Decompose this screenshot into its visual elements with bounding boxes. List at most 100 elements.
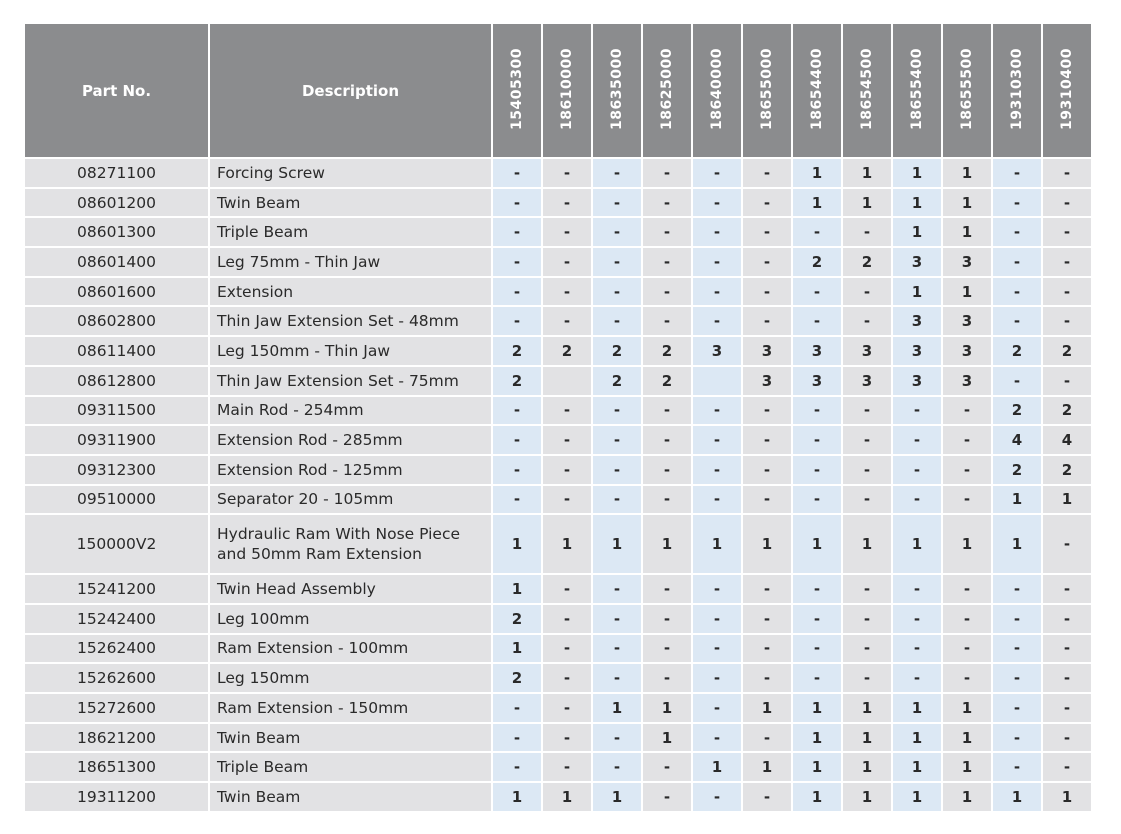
quantity-cell: - <box>1041 573 1093 605</box>
quantity-cell: - <box>491 424 543 456</box>
header-kit-19310400: 19310400 <box>1041 22 1093 159</box>
quantity-cell: 1 <box>841 157 893 189</box>
quantity-cell: - <box>891 662 943 694</box>
quantity-cell: - <box>741 275 793 308</box>
quantity-cell: - <box>641 573 693 605</box>
quantity-cell: - <box>991 662 1043 694</box>
quantity-cell: - <box>691 602 743 635</box>
quantity-cell: 2 <box>491 364 543 397</box>
quantity-cell: - <box>541 721 593 754</box>
quantity-cell: - <box>791 453 843 486</box>
kit-number: 18654500 <box>859 47 875 130</box>
quantity-cell: - <box>691 453 743 486</box>
quantity-cell: - <box>541 662 593 694</box>
quantity-cell: 1 <box>891 692 943 724</box>
quantity-cell: - <box>691 632 743 665</box>
quantity-cell: - <box>641 275 693 308</box>
part-number: 08612800 <box>23 364 210 397</box>
table-row: 19311200 Twin Beam 1 1 1- - -1 1 1 1 1 1 <box>23 781 1093 813</box>
quantity-cell: 1 <box>591 513 643 576</box>
quantity-cell: - <box>1041 275 1093 308</box>
quantity-cell: - <box>541 483 593 516</box>
quantity-cell: - <box>591 453 643 486</box>
quantity-cell: - <box>741 394 793 427</box>
quantity-cell: - <box>491 721 543 754</box>
quantity-cell: 1 <box>1041 483 1093 516</box>
quantity-cell: 2 <box>491 662 543 694</box>
quantity-cell: - <box>991 721 1043 754</box>
quantity-cell: - <box>1041 751 1093 784</box>
quantity-cell: - <box>991 157 1043 189</box>
quantity-cell: - <box>991 364 1043 397</box>
quantity-cell: 1 <box>791 751 843 784</box>
header-kit-18655500: 18655500 <box>941 22 993 159</box>
quantity-cell: 2 <box>1041 453 1093 486</box>
quantity-cell: 1 <box>741 692 793 724</box>
quantity-cell: 1 <box>991 513 1043 576</box>
header-kit-18654500: 18654500 <box>841 22 893 159</box>
quantity-cell: - <box>641 157 693 189</box>
quantity-cell: - <box>641 662 693 694</box>
quantity-cell: - <box>891 483 943 516</box>
quantity-cell: 4 <box>1041 424 1093 456</box>
quantity-cell: - <box>941 483 993 516</box>
header-kit-18654400: 18654400 <box>791 22 843 159</box>
quantity-cell: 1 <box>841 692 893 724</box>
quantity-cell: - <box>891 394 943 427</box>
quantity-cell: - <box>891 632 943 665</box>
quantity-cell: - <box>891 602 943 635</box>
parts-kit-table: Part No. Description 15405300 18610000 186… <box>23 22 1093 813</box>
quantity-cell: - <box>741 721 793 754</box>
part-description: Ram Extension - 100mm <box>208 632 493 665</box>
quantity-cell: - <box>741 662 793 694</box>
part-description: Leg 100mm <box>208 602 493 635</box>
quantity-cell: 2 <box>991 453 1043 486</box>
quantity-cell: - <box>541 692 593 724</box>
header-kit-18655400: 18655400 <box>891 22 943 159</box>
part-number: 19311200 <box>23 781 210 813</box>
quantity-cell: 1 <box>891 513 943 576</box>
header-row: Part No. Description 15405300 18610000 186… <box>23 22 1093 159</box>
table-row: 08611400 Leg 150mm - Thin Jaw 2 2 2 2 3 3 3 3 3 3 2 2 <box>23 335 1093 367</box>
quantity-cell: - <box>541 602 593 635</box>
header-description: Description <box>208 22 493 159</box>
quantity-cell: 1 <box>941 513 993 576</box>
quantity-cell: - <box>591 186 643 219</box>
quantity-cell: - <box>691 394 743 427</box>
quantity-cell: 3 <box>741 335 793 367</box>
part-number: 08601200 <box>23 186 210 219</box>
table-row: 15262400 Ram Extension - 100mm 1- - - - - - - - - -… <box>23 632 1093 665</box>
quantity-cell: - <box>541 157 593 189</box>
quantity-cell: 3 <box>891 335 943 367</box>
quantity-cell: - <box>841 602 893 635</box>
part-number: 15262400 <box>23 632 210 665</box>
part-description: Forcing Screw <box>208 157 493 189</box>
quantity-cell: - <box>591 394 643 427</box>
quantity-cell: - <box>641 305 693 338</box>
quantity-cell: 1 <box>591 692 643 724</box>
quantity-cell: 1 <box>841 721 893 754</box>
part-description: Thin Jaw Extension Set - 75mm <box>208 364 493 397</box>
table-row: 08601400 Leg 75mm - Thin Jaw - - - - - -2 2 3 3- - <box>23 246 1093 278</box>
quantity-cell: - <box>991 602 1043 635</box>
quantity-cell: - <box>1041 364 1093 397</box>
quantity-cell: - <box>691 573 743 605</box>
quantity-cell: 3 <box>691 335 743 367</box>
quantity-cell: - <box>691 483 743 516</box>
quantity-cell: 1 <box>791 692 843 724</box>
header-kit-18625000: 18625000 <box>641 22 693 159</box>
table-row: 15262600 Leg 150mm 2- - - - - - - - - - - <box>23 662 1093 694</box>
quantity-cell: - <box>1041 721 1093 754</box>
quantity-cell <box>541 364 593 397</box>
quantity-cell: 1 <box>491 781 543 813</box>
quantity-cell: - <box>491 275 543 308</box>
kit-number: 15405300 <box>509 47 525 130</box>
quantity-cell: 2 <box>991 335 1043 367</box>
quantity-cell: 1 <box>891 751 943 784</box>
part-number: 09311500 <box>23 394 210 427</box>
quantity-cell: - <box>791 602 843 635</box>
quantity-cell: - <box>541 573 593 605</box>
quantity-cell: - <box>691 157 743 189</box>
quantity-cell: 1 <box>491 632 543 665</box>
quantity-cell: - <box>741 424 793 456</box>
